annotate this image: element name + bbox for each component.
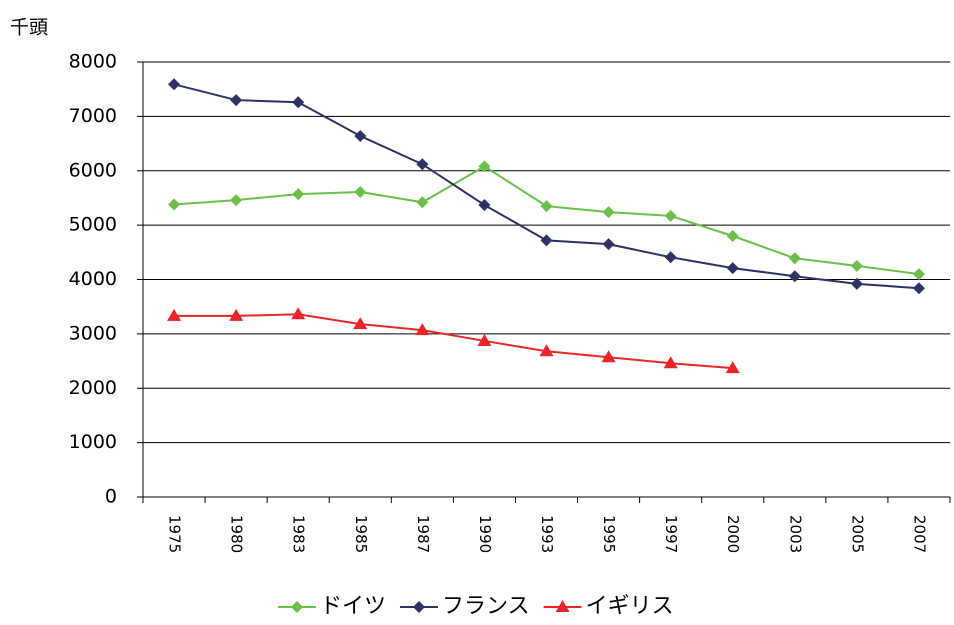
x-tick-label: 2003: [786, 515, 804, 553]
y-axis-label: 千頭: [10, 17, 48, 39]
data-point: [663, 356, 678, 369]
data-point: [850, 277, 863, 290]
data-point: [602, 206, 615, 219]
y-tick-label: 7000: [69, 105, 117, 127]
series-line: [173, 83, 920, 290]
y-tick-label: 3000: [69, 322, 117, 344]
data-point: [539, 344, 554, 357]
legend-label: ドイツ: [320, 594, 386, 619]
x-tick-label: 1993: [538, 515, 556, 553]
data-point: [230, 194, 243, 207]
data-point: [850, 259, 863, 272]
data-point: [477, 333, 492, 346]
x-tick-label: 1987: [414, 515, 432, 553]
x-tick-label: 1980: [228, 515, 246, 553]
legend: ドイツ フランス イギリス: [278, 594, 674, 619]
x-tick-label: 2000: [724, 515, 742, 553]
x-tick-label: 1975: [166, 515, 184, 553]
data-point: [664, 251, 677, 264]
data-point: [726, 262, 739, 275]
data-point: [168, 198, 181, 211]
data-point: [912, 282, 925, 295]
data-point: [912, 268, 925, 281]
legend-label: フランス: [442, 594, 530, 619]
data-point: [415, 323, 430, 336]
marker: [291, 601, 303, 613]
data-point: [354, 185, 367, 198]
data-point: [416, 158, 429, 171]
data-point: [478, 199, 491, 212]
data-point: [168, 78, 181, 91]
data-point: [353, 317, 368, 330]
x-tick-label: 1983: [290, 515, 308, 553]
data-point: [230, 94, 243, 107]
y-tick-label: 4000: [69, 268, 117, 290]
data-point: [229, 308, 244, 321]
x-tick-label: 1995: [600, 515, 618, 553]
x-tick-label: 2005: [848, 515, 866, 553]
data-point: [292, 188, 305, 201]
series-line: [174, 313, 733, 370]
x-tick-label: 1990: [476, 515, 494, 553]
y-tick-label: 8000: [69, 51, 117, 73]
data-point: [788, 252, 801, 265]
y-tick-label: 1000: [69, 431, 117, 453]
x-tick-label: 1997: [662, 515, 680, 553]
data-point: [601, 350, 616, 363]
data-point: [725, 361, 740, 374]
y-tick-label: 2000: [69, 377, 117, 399]
y-tick-label: 0: [105, 486, 117, 508]
data-point: [726, 230, 739, 242]
data-point: [664, 209, 677, 222]
data-point: [354, 129, 367, 142]
series-line: [173, 165, 920, 276]
data-point: [478, 160, 491, 173]
y-tick-label: 5000: [69, 214, 117, 236]
x-tick-label: 2007: [910, 515, 928, 553]
legend-label: イギリス: [586, 594, 674, 619]
marker: [413, 601, 426, 613]
data-point: [416, 196, 429, 209]
data-point: [602, 238, 615, 251]
data-point: [540, 200, 553, 213]
marker: [555, 600, 570, 612]
data-point: [167, 308, 182, 321]
data-point: [291, 307, 306, 320]
data-point: [788, 270, 801, 283]
x-tick-label: 1985: [352, 515, 370, 553]
data-point: [540, 234, 553, 247]
data-point: [292, 96, 305, 109]
y-tick-label: 6000: [69, 159, 117, 181]
